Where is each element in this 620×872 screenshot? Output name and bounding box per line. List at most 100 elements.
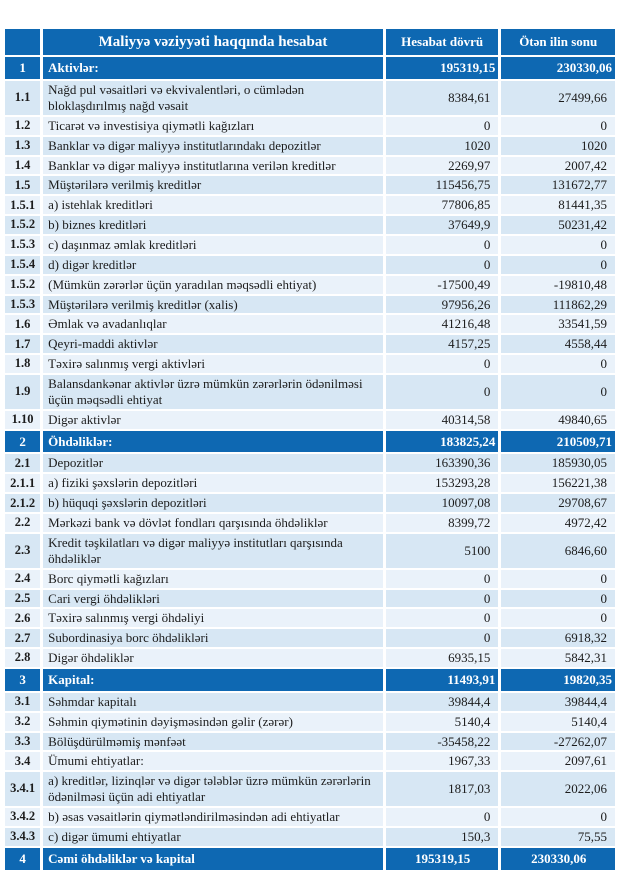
table-row: 1.1 Nağd pul vəsaitləri və ekvivalentləri… xyxy=(5,81,615,115)
row-number: 1.5.1 xyxy=(5,196,41,215)
row-label: Banklar və digər maliyyə institutlarına … xyxy=(43,156,383,175)
row-label: Səhmin qiymətinin dəyişməsindən gəlir (z… xyxy=(43,712,383,731)
value-reporting-period: 97956,26 xyxy=(385,295,499,314)
row-number: 1.2 xyxy=(5,116,41,135)
row-number: 1.7 xyxy=(5,335,41,354)
value-reporting-period: 0 xyxy=(385,629,499,648)
value-end-of-last-year: 5140,4 xyxy=(501,712,615,731)
value-end-of-last-year: 0 xyxy=(501,609,615,628)
row-number: 2 xyxy=(5,430,41,453)
value-reporting-period: 0 xyxy=(385,255,499,274)
table-row: 1.5.4 d) digər kreditlər 0 0 xyxy=(5,255,615,274)
table-row: 1.4 Banklar və digər maliyyə institutları… xyxy=(5,156,615,175)
table-row: 2.4 Borc qiymətli kağızları 0 0 xyxy=(5,569,615,588)
row-number: 1.5 xyxy=(5,176,41,195)
value-end-of-last-year: 230330,06 xyxy=(501,847,615,870)
value-end-of-last-year: 33541,59 xyxy=(501,315,615,334)
table-row: 2.3 Kredit təşkilatları və digər maliyyə … xyxy=(5,533,615,568)
table-row: 2.8 Digər öhdəliklər 6935,15 5842,31 xyxy=(5,649,615,667)
row-number: 2.1.1 xyxy=(5,474,41,493)
value-end-of-last-year: 75,55 xyxy=(501,827,615,846)
row-number: 2.4 xyxy=(5,569,41,588)
row-label: a) istehlak kreditləri xyxy=(43,196,383,215)
corner-cell xyxy=(5,29,41,56)
value-reporting-period: 0 xyxy=(385,375,499,409)
table-row: 1.3 Banklar və digər maliyyə institutları… xyxy=(5,136,615,155)
table-row: 3.3 Bölüşdürülməmiş mənfəət -35458,22 -2726… xyxy=(5,732,615,751)
value-end-of-last-year: 19820,35 xyxy=(501,668,615,691)
table-row: 1 Aktivlər: 195319,15 230330,06 xyxy=(5,57,615,80)
value-reporting-period: 195319,15 xyxy=(385,57,499,80)
value-reporting-period: 150,3 xyxy=(385,827,499,846)
table-row: 1.5.1 a) istehlak kreditləri 77806,85 81441… xyxy=(5,196,615,215)
row-number: 2.1.2 xyxy=(5,494,41,513)
row-label: Cəmi öhdəliklər və kapital xyxy=(43,847,383,870)
value-reporting-period: 1020 xyxy=(385,136,499,155)
row-number: 3.2 xyxy=(5,712,41,731)
value-end-of-last-year: 49840,65 xyxy=(501,410,615,429)
value-end-of-last-year: 1020 xyxy=(501,136,615,155)
table-row: 3.1 Səhmdar kapitalı 39844,4 39844,4 xyxy=(5,692,615,711)
row-label: Qeyri-maddi aktivlər xyxy=(43,335,383,354)
row-label: b) əsas vəsaitlərin qiymətləndirilməsind… xyxy=(43,807,383,826)
table-row: 2.6 Təxirə salınmış vergi öhdəliyi 0 0 xyxy=(5,609,615,628)
value-reporting-period: 0 xyxy=(385,589,499,608)
row-label: Müştərilərə verilmiş kreditlər xyxy=(43,176,383,195)
table-row: 2.5 Cari vergi öhdəlikləri 0 0 xyxy=(5,589,615,608)
value-reporting-period: 8399,72 xyxy=(385,514,499,532)
row-number: 1 xyxy=(5,57,41,80)
row-label: Banklar və digər maliyyə institutlarında… xyxy=(43,136,383,155)
table-row: 1.9 Balansdankənar aktivlər üzrə mümkün z… xyxy=(5,375,615,409)
table-row: 1.5.2 b) biznes kreditləri 37649,9 50231,42 xyxy=(5,216,615,235)
value-end-of-last-year: 0 xyxy=(501,569,615,588)
value-reporting-period: 2269,97 xyxy=(385,156,499,175)
row-number: 2.8 xyxy=(5,649,41,667)
table-row: 2.7 Subordinasiya borc öhdəlikləri 0 6918,3… xyxy=(5,629,615,648)
value-reporting-period: 0 xyxy=(385,355,499,374)
value-end-of-last-year: 0 xyxy=(501,116,615,135)
row-number: 2.7 xyxy=(5,629,41,648)
report-title: Maliyyə vəziyyəti haqqında hesabat xyxy=(43,29,383,56)
value-end-of-last-year: 111862,29 xyxy=(501,295,615,314)
row-label: Digər aktivlər xyxy=(43,410,383,429)
table-row: 1.5.3 c) daşınmaz əmlak kreditləri 0 0 xyxy=(5,236,615,254)
value-reporting-period: 0 xyxy=(385,569,499,588)
row-label: Kapital: xyxy=(43,668,383,691)
table-row: 1.8 Təxirə salınmış vergi aktivləri 0 0 xyxy=(5,355,615,374)
value-reporting-period: 1817,03 xyxy=(385,772,499,806)
value-end-of-last-year: 210509,71 xyxy=(501,430,615,453)
table-row: 1.5.2 (Mümkün zərərlər üçün yaradılan məq… xyxy=(5,275,615,294)
table-row: 1.5.3 Müştərilərə verilmiş kreditlər (xal… xyxy=(5,295,615,314)
table-row: 3.4.2 b) əsas vəsaitlərin qiymətləndirilm… xyxy=(5,807,615,826)
value-reporting-period: 6935,15 xyxy=(385,649,499,667)
table-row: 2.1.1 a) fiziki şəxslərin depozitləri 1532… xyxy=(5,474,615,493)
row-number: 1.5.3 xyxy=(5,295,41,314)
row-label: Səhmdar kapitalı xyxy=(43,692,383,711)
value-end-of-last-year: 156221,38 xyxy=(501,474,615,493)
row-label: Aktivlər: xyxy=(43,57,383,80)
financial-statement-table: Maliyyə vəziyyəti haqqında hesabat Hesab… xyxy=(2,27,618,872)
row-label: Depozitlər xyxy=(43,454,383,473)
value-end-of-last-year: 2022,06 xyxy=(501,772,615,806)
value-end-of-last-year: 50231,42 xyxy=(501,216,615,235)
row-label: Əmlak və avadanlıqlar xyxy=(43,315,383,334)
row-label: Təxirə salınmış vergi aktivləri xyxy=(43,355,383,374)
value-reporting-period: 11493,91 xyxy=(385,668,499,691)
row-number: 1.5.4 xyxy=(5,255,41,274)
table-row: 3 Kapital: 11493,91 19820,35 xyxy=(5,668,615,691)
value-reporting-period: 5100 xyxy=(385,533,499,568)
row-label: Ümumi ehtiyatlar: xyxy=(43,752,383,771)
value-end-of-last-year: 2097,61 xyxy=(501,752,615,771)
value-reporting-period: 163390,36 xyxy=(385,454,499,473)
row-number: 3.1 xyxy=(5,692,41,711)
value-end-of-last-year: 29708,67 xyxy=(501,494,615,513)
row-number: 3.4.1 xyxy=(5,772,41,806)
value-end-of-last-year: 230330,06 xyxy=(501,57,615,80)
value-reporting-period: -17500,49 xyxy=(385,275,499,294)
row-label: Ticarət və investisiya qiymətli kağızlar… xyxy=(43,116,383,135)
row-number: 1.1 xyxy=(5,81,41,115)
row-number: 1.8 xyxy=(5,355,41,374)
value-end-of-last-year: 4972,42 xyxy=(501,514,615,532)
row-number: 3.4 xyxy=(5,752,41,771)
